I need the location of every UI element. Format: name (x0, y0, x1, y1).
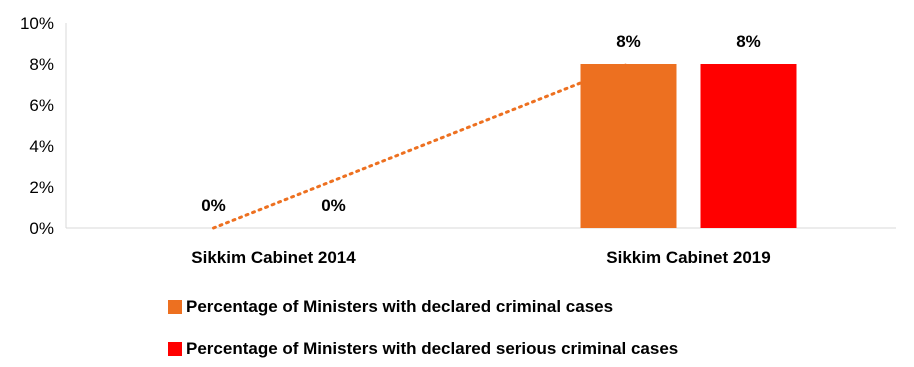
category-labels: Sikkim Cabinet 2014 Sikkim Cabinet 2019 (191, 248, 770, 267)
legend-label-serious-criminal-cases: Percentage of Ministers with declared se… (186, 339, 679, 358)
bars (580, 64, 797, 228)
legend-swatch-orange (168, 300, 182, 314)
y-tick-label: 8% (29, 55, 54, 74)
y-tick-label: 10% (20, 14, 54, 33)
trendline-line (212, 62, 630, 230)
data-label: 0% (321, 196, 346, 215)
chart: 0% 2% 4% 6% 8% 10% 0% 0% 8% 8% Sikkim Cabinet 20… (20, 14, 896, 267)
y-tick-label: 6% (29, 96, 54, 115)
y-tick-label: 2% (29, 178, 54, 197)
data-label: 0% (201, 196, 226, 215)
data-label: 8% (736, 32, 761, 51)
bar (700, 64, 797, 228)
y-tick-label: 0% (29, 219, 54, 238)
legend-swatch-red (168, 342, 182, 356)
category-label: Sikkim Cabinet 2014 (191, 248, 356, 267)
trendline (212, 62, 630, 230)
y-tick-label: 4% (29, 137, 54, 156)
legend-item-serious-criminal-cases: Percentage of Ministers with declared se… (168, 339, 678, 359)
y-tick-labels: 0% 2% 4% 6% 8% 10% (20, 14, 54, 238)
legend-item-criminal-cases: Percentage of Ministers with declared cr… (168, 297, 613, 317)
data-labels: 0% 0% 8% 8% (201, 32, 761, 215)
bar (580, 64, 677, 228)
legend-label-criminal-cases: Percentage of Ministers with declared cr… (186, 297, 614, 316)
data-label: 8% (616, 32, 641, 51)
category-label: Sikkim Cabinet 2019 (606, 248, 770, 267)
